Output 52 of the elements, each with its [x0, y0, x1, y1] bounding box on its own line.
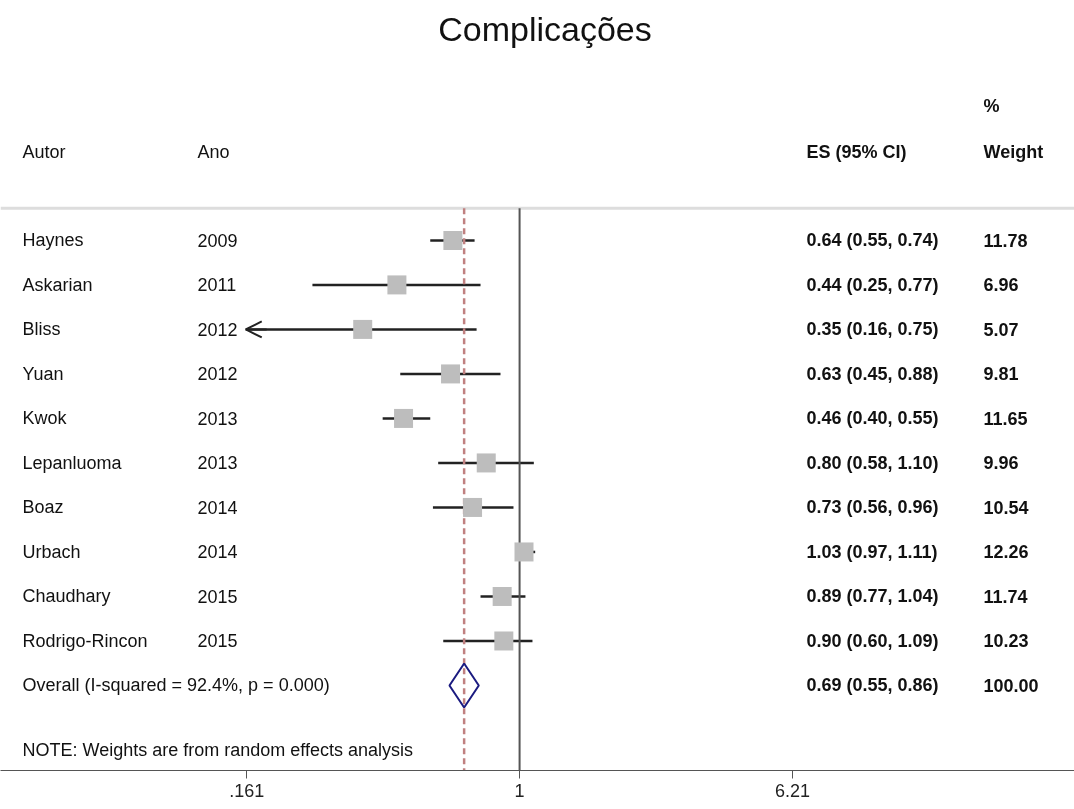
annotation: 2012	[197, 364, 238, 385]
x-tick-label: 6.21	[774, 780, 810, 801]
y-tick-label: Yuan	[22, 363, 64, 384]
y-tick-label: Rodrigo-Rincon	[22, 630, 148, 651]
annotation: 2014	[197, 542, 238, 563]
annotation: 2015	[197, 631, 238, 652]
annotation: 11.78	[983, 230, 1028, 251]
annotation: 11.74	[983, 586, 1028, 607]
annotation: 0.69 (0.55, 0.86)	[806, 675, 939, 696]
annotation: 10.23	[983, 631, 1029, 652]
annotation: 2011	[197, 275, 237, 296]
y-tick-label: Bliss	[22, 319, 61, 340]
annotation: 0.35 (0.16, 0.75)	[806, 319, 939, 340]
annotation: 0.80 (0.58, 1.10)	[806, 452, 939, 473]
annotation: 0.46 (0.40, 0.55)	[806, 408, 939, 429]
annotation: 1.03 (0.97, 1.11)	[806, 541, 938, 562]
y-tick-label: Urbach	[22, 541, 81, 562]
x-tick-label: .161	[229, 780, 265, 801]
annotation: 5.07	[983, 319, 1019, 340]
y-tick-label: Chaudhary	[22, 586, 111, 607]
text: ES (95% CI)	[806, 142, 907, 163]
annotation: 2013	[197, 453, 238, 474]
annotation: 9.96	[983, 453, 1019, 474]
text: Ano	[197, 142, 230, 163]
annotation: 0.44 (0.25, 0.77)	[806, 274, 939, 295]
text: NOTE: Weights are from random effects analysis	[22, 740, 413, 761]
annotation: 2009	[197, 230, 238, 251]
y-tick-label: Haynes	[22, 230, 84, 251]
y-tick-label: Boaz	[22, 497, 64, 518]
annotation: 100.00	[983, 675, 1039, 696]
annotation: 2015	[197, 586, 238, 607]
annotation: 9.81	[983, 364, 1019, 385]
annotation: 2012	[197, 319, 238, 340]
annotation: 11.65	[983, 408, 1028, 429]
y-tick-label: Kwok	[22, 408, 68, 429]
annotation: 0.63 (0.45, 0.88)	[806, 363, 939, 384]
chart-title: Complicações	[438, 9, 652, 48]
annotation: 0.90 (0.60, 1.09)	[806, 630, 939, 651]
annotation: 2014	[197, 497, 238, 518]
annotation: 12.26	[983, 542, 1029, 563]
annotation: 0.64 (0.55, 0.74)	[806, 230, 939, 251]
y-tick-label: Overall (I-squared = 92.4%, p = 0.000)	[22, 675, 330, 696]
text: Autor	[22, 142, 66, 163]
x-tick-label: 1	[514, 780, 525, 801]
y-tick-label: Askarian	[22, 274, 93, 295]
y-tick-label: Lepanluoma	[22, 452, 123, 473]
text: % Weight	[983, 95, 1044, 163]
annotation: 0.73 (0.56, 0.96)	[806, 497, 939, 518]
annotation: 2013	[197, 408, 238, 429]
annotation: 10.54	[983, 497, 1029, 518]
annotation: 0.89 (0.77, 1.04)	[806, 586, 939, 607]
annotation: 6.96	[983, 275, 1019, 296]
